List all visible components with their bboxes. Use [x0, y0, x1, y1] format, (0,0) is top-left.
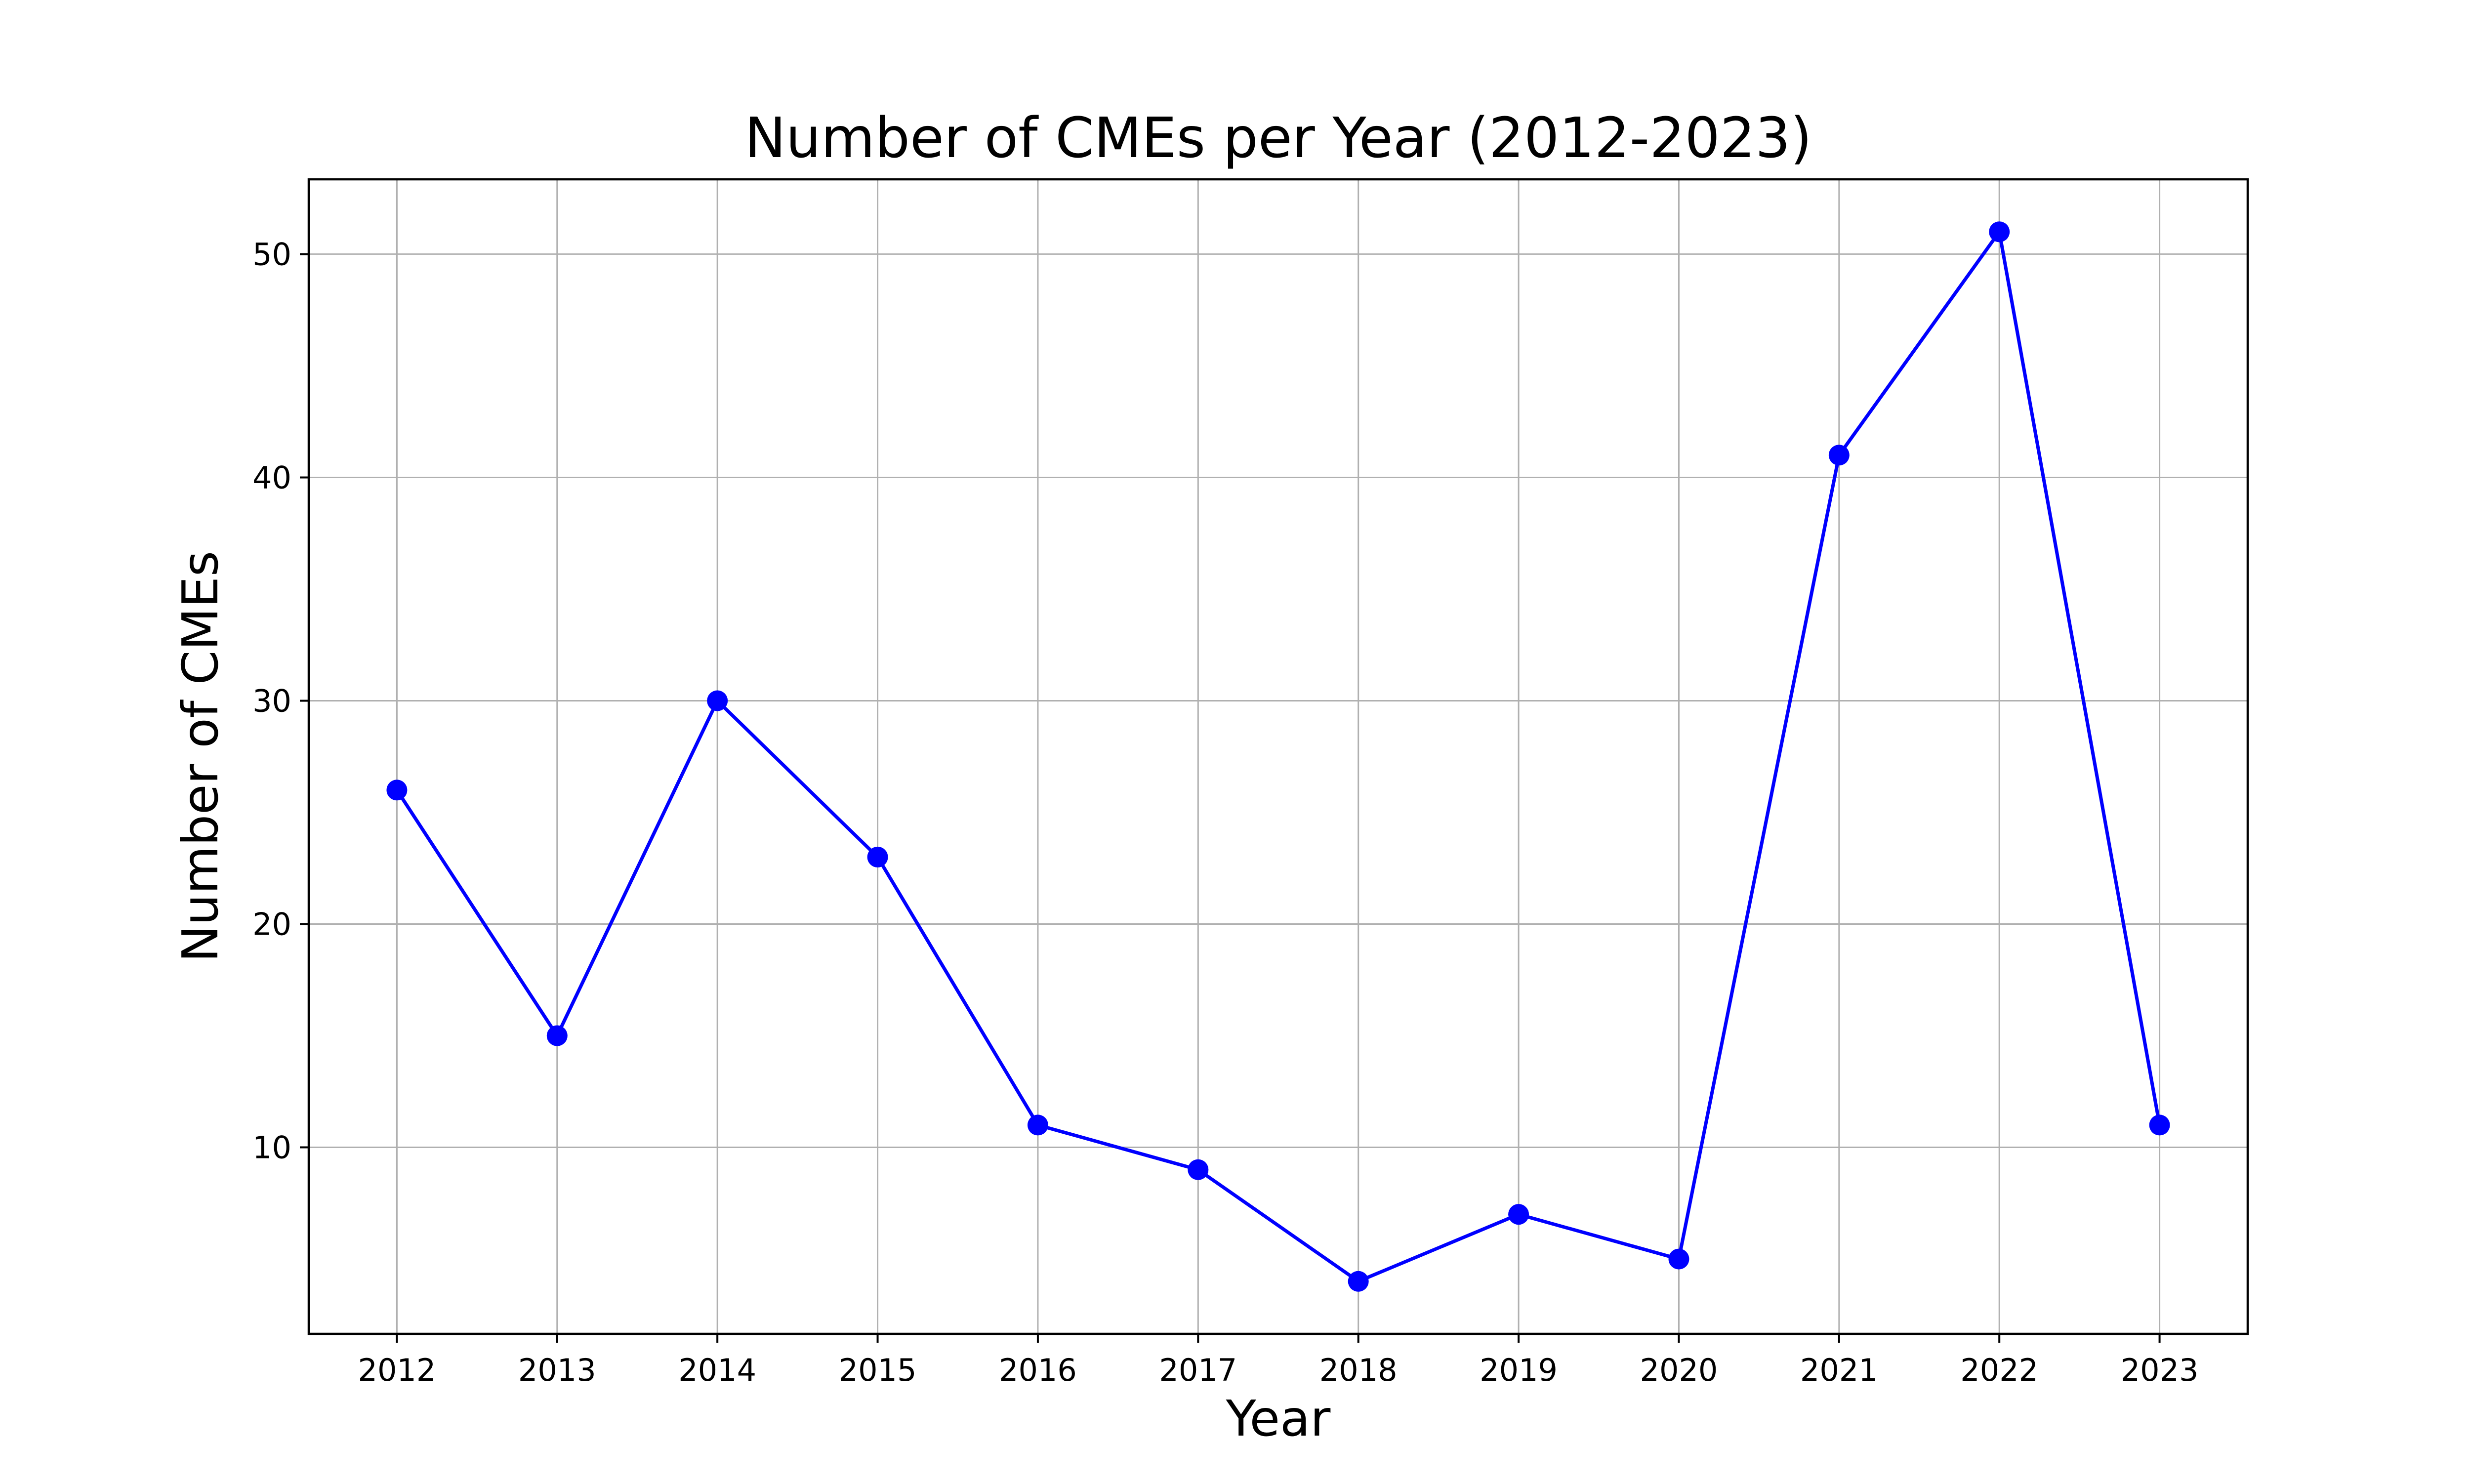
y-tick-label: 40: [252, 459, 291, 495]
x-tick-label: 2023: [2121, 1352, 2199, 1388]
data-point-marker: [1348, 1271, 1369, 1292]
chart-title: Number of CMEs per Year (2012-2023): [744, 106, 1812, 170]
x-tick-label: 2017: [1159, 1352, 1237, 1388]
series-line: [395, 230, 2162, 1283]
x-axis-label: Year: [1226, 1390, 1331, 1447]
series-layer: [386, 221, 2170, 1292]
x-tick-label: 2014: [678, 1352, 756, 1388]
y-tick-label: 30: [252, 683, 291, 719]
x-tick-label: 2020: [1640, 1352, 1718, 1388]
data-point-marker: [1188, 1159, 1209, 1180]
x-tick-label: 2015: [839, 1352, 917, 1388]
data-point-marker: [1508, 1204, 1529, 1225]
data-point-marker: [1027, 1114, 1048, 1136]
data-point-marker: [707, 690, 728, 711]
tick-layer: 2012 2013 2014 2015 2016 2017 2018 2019 2020 2021…: [252, 236, 2198, 1388]
data-point-marker: [867, 846, 888, 867]
plot-frame: [307, 178, 2249, 1335]
x-tick-label: 2012: [358, 1352, 436, 1388]
x-tick-label: 2013: [518, 1352, 596, 1388]
x-tick-label: 2022: [1960, 1352, 2038, 1388]
data-point-marker: [2149, 1114, 2170, 1136]
data-point-marker: [1828, 445, 1850, 466]
x-tick-label: 2019: [1480, 1352, 1558, 1388]
data-point-marker: [546, 1025, 568, 1046]
data-point-marker: [1989, 221, 2010, 243]
x-tick-label: 2016: [999, 1352, 1077, 1388]
y-axis-label: Number of CMEs: [171, 551, 229, 962]
data-point-marker: [386, 780, 408, 801]
y-tick-label: 10: [252, 1130, 291, 1166]
grid: [309, 179, 2248, 1334]
x-tick-label: 2018: [1319, 1352, 1398, 1388]
x-tick-label: 2021: [1800, 1352, 1878, 1388]
data-point-marker: [1668, 1248, 1689, 1270]
y-tick-label: 50: [252, 236, 291, 272]
y-tick-label: 20: [252, 907, 291, 943]
